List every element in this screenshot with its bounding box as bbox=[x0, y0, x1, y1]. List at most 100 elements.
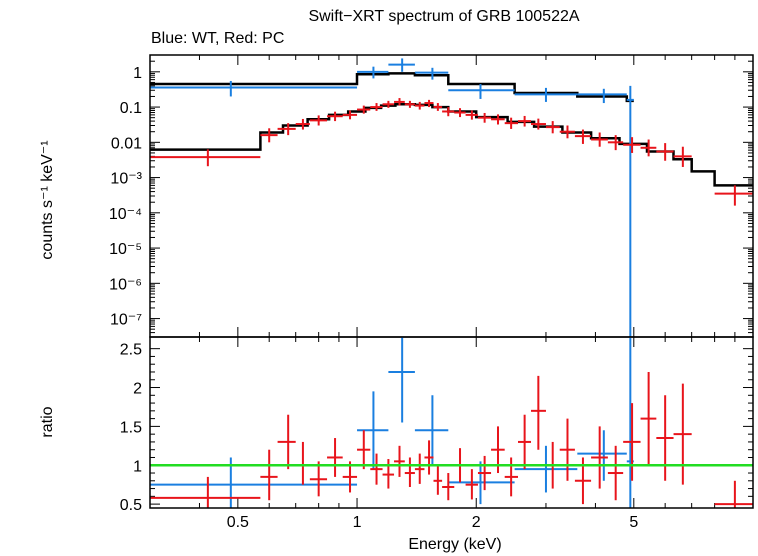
ratio-pc-point bbox=[394, 445, 405, 477]
spectrum-panel-frame bbox=[149, 54, 754, 338]
spectrum-y-tick-label: 1 bbox=[133, 65, 142, 82]
spectrum-pc-point bbox=[454, 108, 466, 118]
spectrum-wt-point bbox=[448, 84, 515, 99]
spectrum-pc-point bbox=[607, 135, 624, 151]
ratio-y-axis-label: ratio bbox=[39, 406, 56, 437]
ratio-pc-point bbox=[260, 449, 278, 501]
spectrum-y-tick-label: 10⁻⁷ bbox=[110, 312, 142, 329]
spectrum-series-wt bbox=[150, 58, 634, 337]
spectrum-wt-point bbox=[626, 85, 634, 337]
spectrum-y-tick-label: 10⁻⁴ bbox=[109, 206, 142, 223]
ratio-pc-point bbox=[465, 469, 478, 500]
spectrum-pc-point bbox=[640, 139, 657, 157]
ratio-pc-point bbox=[414, 453, 425, 484]
spectrum-pc-point bbox=[656, 143, 674, 161]
ratio-y-tick-label: 1.5 bbox=[120, 419, 142, 436]
spectrum-pc-point bbox=[491, 114, 505, 125]
spectrum-pc-point bbox=[394, 98, 405, 106]
spectrum-pc-point bbox=[404, 100, 415, 108]
ratio-pc-point bbox=[442, 473, 455, 501]
spectrum-wt-point bbox=[150, 80, 358, 97]
ratio-pc-point bbox=[277, 414, 296, 470]
spectrum-pc-point bbox=[673, 146, 692, 167]
ratio-pc-point bbox=[433, 465, 443, 495]
spectrum-pc-point bbox=[559, 125, 575, 139]
ratio-wt-point bbox=[357, 391, 389, 470]
ratio-wt-point bbox=[388, 337, 415, 423]
spectrum-wt-point bbox=[414, 67, 449, 80]
ratio-panel: 0.5 1 1.5 2 2.5 ratio bbox=[39, 336, 754, 514]
spectrum-pc-point bbox=[591, 132, 608, 147]
ratio-pc-point bbox=[150, 476, 261, 508]
ratio-series-pc bbox=[150, 371, 753, 508]
spectrum-series-pc bbox=[150, 98, 753, 206]
ratio-pc-point bbox=[559, 418, 575, 481]
spectrum-y-tick-label: 0.01 bbox=[111, 135, 142, 152]
spectrum-wt-point bbox=[577, 88, 627, 104]
spectrum-pc-point bbox=[530, 118, 546, 130]
x-tick-label: 1 bbox=[353, 514, 362, 531]
ratio-pc-point bbox=[342, 461, 358, 493]
ratio-pc-point bbox=[714, 480, 753, 508]
spectrum-pc-point bbox=[327, 111, 343, 122]
spectrum-pc-point bbox=[574, 129, 592, 144]
ratio-y-tick-label: 2.5 bbox=[120, 342, 142, 359]
ratio-pc-point bbox=[370, 453, 383, 485]
spectrum-pc-point bbox=[309, 115, 328, 126]
spectrum-pc-point bbox=[714, 185, 753, 206]
ratio-pc-point bbox=[673, 383, 692, 485]
ratio-pc-point bbox=[530, 375, 546, 450]
ratio-pc-point bbox=[518, 414, 531, 470]
spectrum-pc-point bbox=[465, 110, 478, 120]
ratio-pc-point bbox=[623, 403, 641, 481]
spectrum-y-axis-label: counts s⁻¹ keV⁻¹ bbox=[39, 140, 56, 259]
ratio-y-tick-label: 2 bbox=[133, 381, 142, 398]
ratio-pc-point bbox=[309, 461, 328, 497]
ratio-pc-point bbox=[424, 440, 434, 475]
ratio-pc-point bbox=[382, 459, 395, 489]
spectrum-wt-point bbox=[388, 58, 415, 72]
spectrum-pc-point bbox=[382, 100, 395, 108]
spectrum-y-tick-label: 0.1 bbox=[120, 100, 142, 117]
spectrum-pc-point bbox=[545, 121, 560, 134]
x-tick-label: 0.5 bbox=[227, 514, 249, 531]
ratio-panel-frame bbox=[149, 336, 754, 509]
spectrum-y-tick-label: 10⁻⁵ bbox=[109, 241, 142, 258]
ratio-pc-point bbox=[591, 426, 608, 489]
pc-model-line bbox=[150, 103, 753, 187]
ratio-wt-point bbox=[448, 461, 515, 505]
spectrum-pc-point bbox=[442, 107, 455, 117]
spectrum-pc-point bbox=[477, 112, 492, 123]
spectrum-pc-point bbox=[357, 105, 371, 114]
spectrum-pc-point bbox=[433, 103, 443, 111]
spectrum-pc-point bbox=[277, 123, 296, 136]
ratio-wt-point bbox=[577, 430, 627, 481]
spectrum-pc-point bbox=[295, 118, 310, 130]
spectrum-pc-point bbox=[342, 110, 358, 120]
ratio-pc-point bbox=[640, 371, 657, 466]
ratio-y-tick-label: 0.5 bbox=[120, 497, 142, 514]
chart-subtitle: Blue: WT, Red: PC bbox=[151, 30, 284, 47]
x-tick-label: 2 bbox=[472, 514, 481, 531]
spectrum-y-tick-label: 10⁻³ bbox=[110, 171, 142, 188]
spectrum-panel: 1 0.1 0.01 10⁻³ 10⁻⁴ 10⁻⁵ 10⁻⁶ 10⁻⁷ counts s⁻¹ … bbox=[39, 54, 754, 338]
ratio-pc-point bbox=[404, 457, 415, 488]
ratio-series-wt bbox=[150, 337, 634, 508]
x-axis-label: Energy (keV) bbox=[408, 536, 501, 553]
spectrum-pc-point bbox=[370, 103, 383, 111]
spectrum-wt-point bbox=[357, 66, 389, 79]
spectrum-pc-point bbox=[150, 149, 261, 167]
ratio-pc-point bbox=[607, 445, 624, 501]
spectrum-y-tick-label: 10⁻⁶ bbox=[109, 276, 142, 293]
spectrum-pc-point bbox=[623, 137, 641, 153]
spectrum-wt-point bbox=[514, 87, 578, 102]
ratio-wt-point bbox=[414, 395, 449, 466]
spectrum-pc-point bbox=[260, 128, 278, 143]
spectrum-pc-point bbox=[414, 101, 425, 110]
ratio-pc-point bbox=[504, 457, 519, 497]
ratio-pc-point bbox=[295, 441, 310, 485]
spectrum-pc-point bbox=[424, 99, 434, 108]
ratio-pc-point bbox=[477, 455, 492, 491]
ratio-y-tick-label: 1 bbox=[133, 458, 142, 475]
